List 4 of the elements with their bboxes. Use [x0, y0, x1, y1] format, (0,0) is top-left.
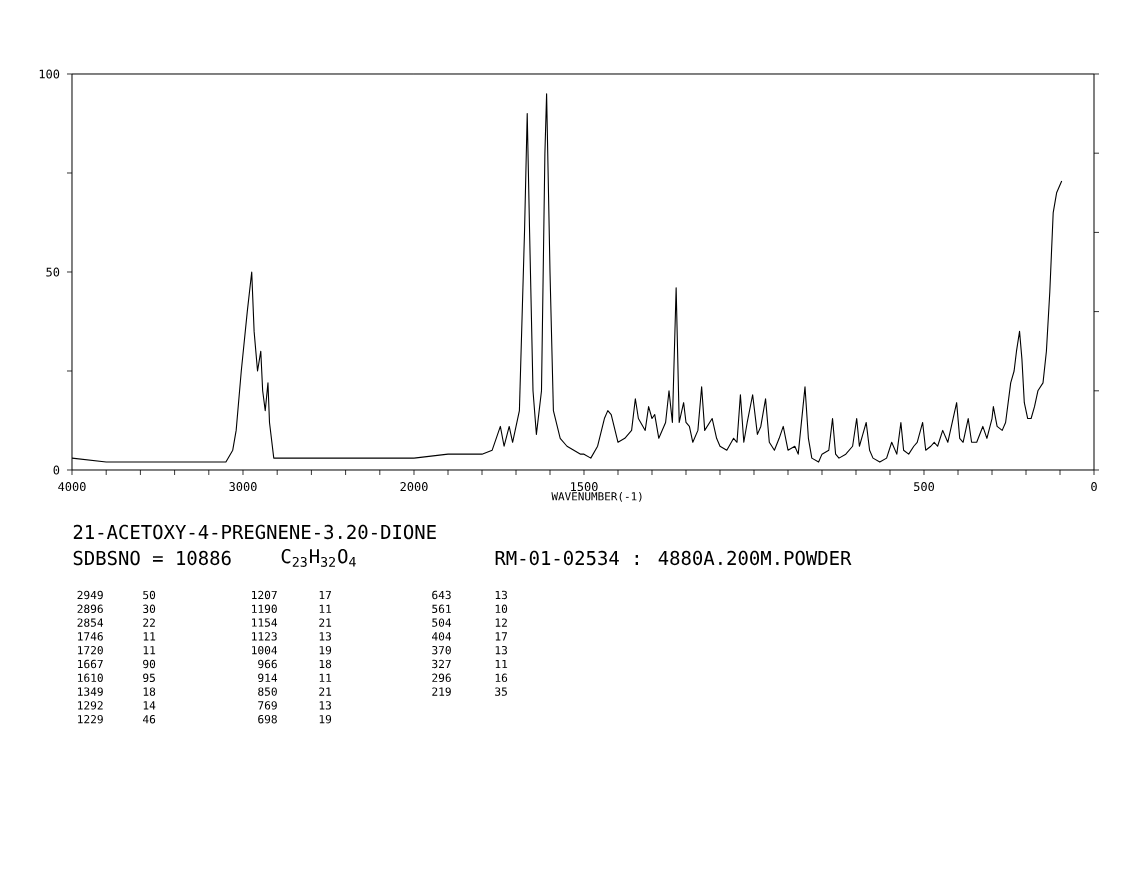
- text: 21-ACETOXY-4-PREGNENE-3.20-DIONE: [73, 524, 436, 540]
- text: SDBSNO = 10886: [73, 550, 231, 566]
- text: C$_{23}$H$_{32}$O$_{4}$: [281, 549, 356, 567]
- text: RM-01-02534 : 4880A.200M.POWDER: [495, 550, 852, 566]
